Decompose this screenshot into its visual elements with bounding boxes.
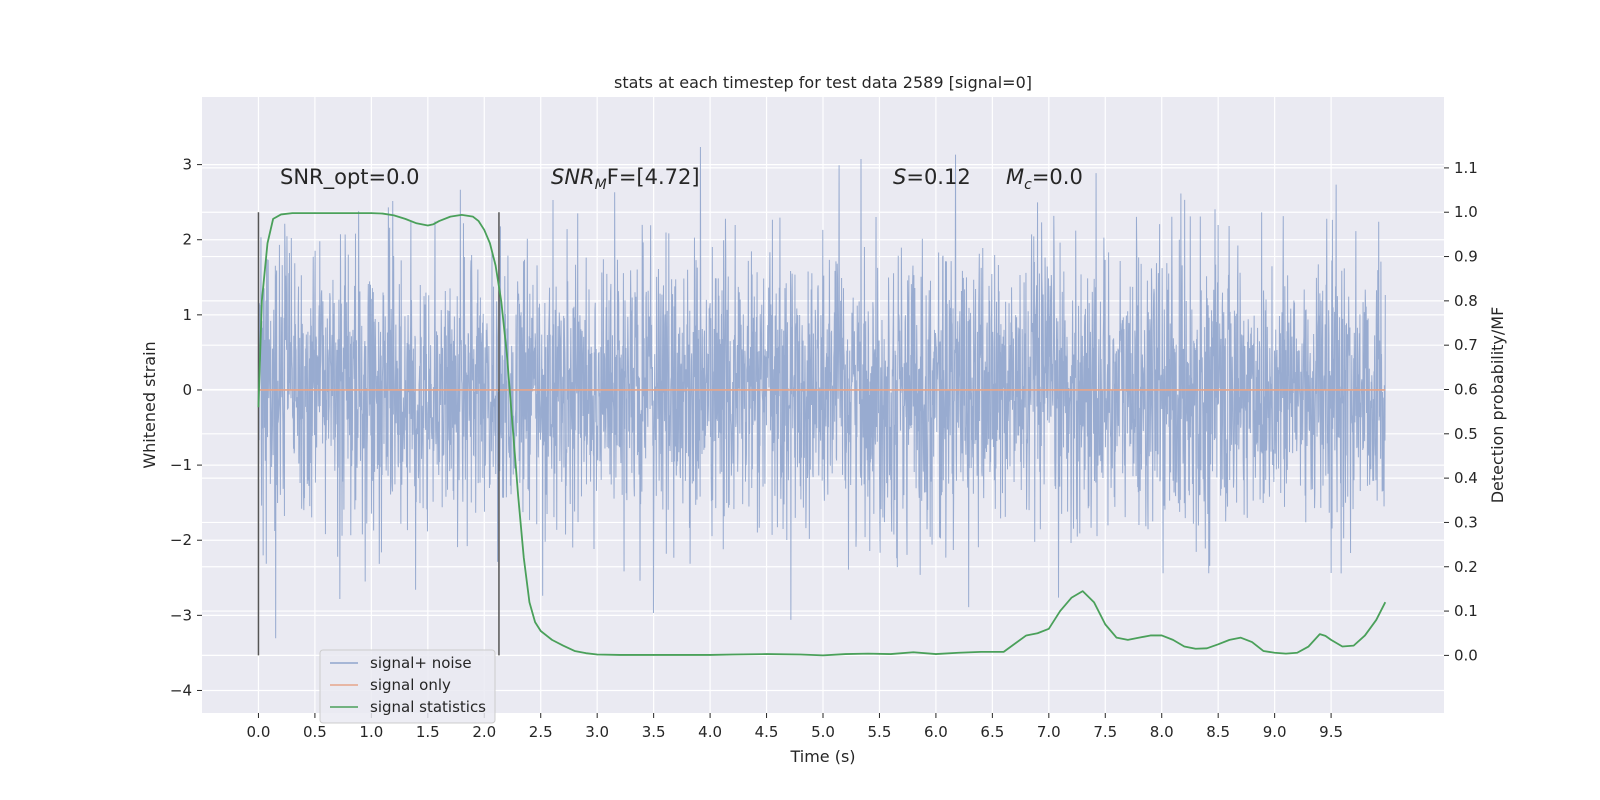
y-right-axis-ticks: 1.1 1.0 0.9 0.8 0.7 0.6 0.5 0.4 0.3 0.2 0.1 0.0 [1444, 159, 1478, 664]
x-tick-label: 5.0 [811, 723, 835, 741]
y-left-axis-label: Whitened strain [140, 341, 159, 468]
s-value: =0.12 [906, 165, 970, 189]
y-left-tick-label: −4 [170, 681, 192, 699]
y-right-tick-label: 0.9 [1454, 248, 1478, 266]
legend: signal+ noise signal only signal statist… [319, 649, 496, 724]
x-tick-label: 6.0 [924, 723, 948, 741]
y-right-tick-label: 0.4 [1454, 469, 1478, 487]
x-tick-label: 0.0 [247, 723, 271, 741]
x-tick-label: 6.5 [980, 723, 1004, 741]
y-right-tick-label: 0.8 [1454, 292, 1478, 310]
legend-box [319, 649, 496, 724]
signal-statistics-series [257, 212, 1387, 657]
legend-label-signal-statistics: signal statistics [370, 698, 486, 716]
x-tick-label: 9.0 [1263, 723, 1287, 741]
y-left-axis-ticks: 3 2 1 0 −1 −2 −3 −4 [170, 156, 202, 699]
legend-label-signal-noise: signal+ noise [370, 654, 472, 672]
x-tick-label: 4.0 [698, 723, 722, 741]
mc-variable: M [1006, 165, 1024, 189]
x-tick-label: 2.0 [472, 723, 496, 741]
x-tick-label: 7.0 [1037, 723, 1061, 741]
y-right-tick-label: 0.5 [1454, 425, 1478, 443]
x-tick-label: 9.5 [1319, 723, 1343, 741]
y-left-tick-label: 1 [182, 306, 192, 324]
mc-annotation: Mc=0.0 [1006, 165, 1083, 193]
y-right-tick-label: 0.1 [1454, 602, 1478, 620]
x-tick-label: 5.5 [868, 723, 892, 741]
x-tick-label: 1.5 [416, 723, 440, 741]
signal-statistics-line [257, 212, 1387, 657]
s-annotation: S=0.12 [893, 165, 971, 189]
y-left-tick-label: −2 [170, 531, 192, 549]
y-right-tick-label: 0.7 [1454, 336, 1478, 354]
y-right-tick-label: 0.0 [1454, 646, 1478, 664]
y-left-tick-label: 2 [182, 231, 192, 249]
snr-opt-annotation: SNR_opt=0.0 [280, 165, 420, 190]
x-axis-label: Time (s) [789, 747, 855, 766]
y-right-tick-label: 1.0 [1454, 203, 1478, 221]
x-tick-label: 2.5 [529, 723, 553, 741]
x-tick-label: 1.0 [359, 723, 383, 741]
mc-value: =0.0 [1032, 165, 1083, 189]
y-left-tick-label: −1 [170, 456, 192, 474]
y-right-axis-label: Detection probability/MF [1488, 307, 1507, 504]
mc-subscript: c [1024, 177, 1032, 193]
s-variable: S [893, 165, 906, 189]
signal-noise-series [257, 146, 1386, 639]
snr-mf-suffix: F=[4.72] [607, 165, 700, 189]
y-right-tick-label: 0.6 [1454, 380, 1478, 398]
y-left-tick-label: 0 [182, 381, 192, 399]
x-tick-label: 3.0 [585, 723, 609, 741]
y-right-tick-label: 1.1 [1454, 159, 1478, 177]
legend-label-signal-only: signal only [370, 676, 451, 694]
y-right-tick-label: 0.3 [1454, 513, 1478, 531]
signal-noise-line [257, 146, 1386, 639]
x-tick-label: 4.5 [755, 723, 779, 741]
snr-mf-subscript: M [595, 177, 607, 193]
x-tick-label: 3.5 [642, 723, 666, 741]
x-tick-label: 7.5 [1093, 723, 1117, 741]
x-tick-label: 8.0 [1150, 723, 1174, 741]
y-left-tick-label: 3 [182, 156, 192, 174]
snr-mf-prefix: SNR [551, 165, 595, 189]
x-axis-ticks: 0.0 0.5 1.0 1.5 2.0 2.5 3.0 3.5 4.0 4.5 5.0 5.5 6.0 6… [247, 713, 1343, 741]
snr-mf-annotation: SNRMF=[4.72] [551, 165, 700, 193]
chart-title: stats at each timestep for test data 258… [614, 73, 1032, 92]
x-tick-label: 0.5 [303, 723, 327, 741]
y-left-tick-label: −3 [170, 606, 192, 624]
y-right-tick-label: 0.2 [1454, 558, 1478, 576]
x-tick-label: 8.5 [1206, 723, 1230, 741]
